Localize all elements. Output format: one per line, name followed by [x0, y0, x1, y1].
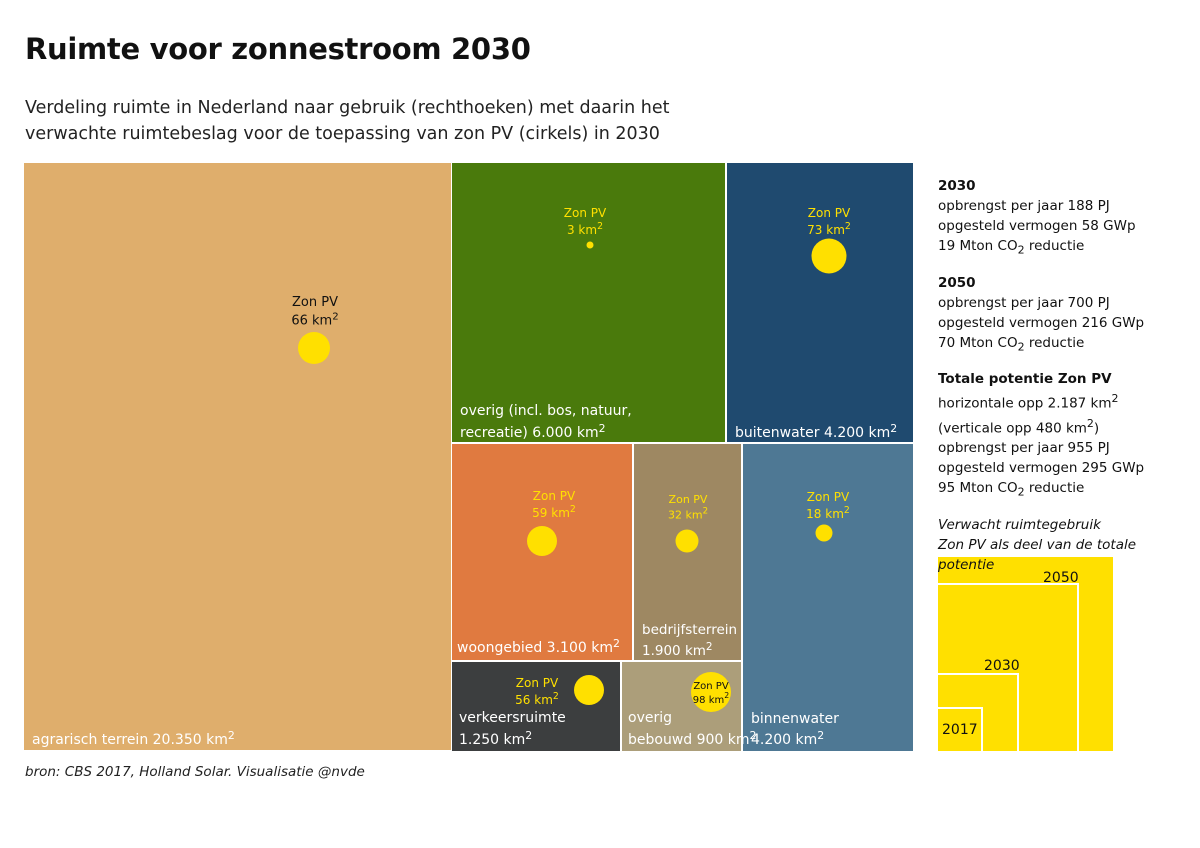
category-area: agrarisch terrein 20.350 km2 — [32, 729, 235, 748]
co2-text: 70 Mton CO — [938, 334, 1018, 351]
potential-2030-square — [938, 673, 1019, 751]
pv-value: 3 km2 — [567, 221, 603, 237]
treemap-rect-1 — [24, 163, 451, 750]
pv-label: Zon PV — [533, 489, 576, 503]
category-label: bedrijfsterrein — [642, 622, 737, 638]
block-2050-heading: 2050 — [938, 274, 976, 291]
potential-label-2050: 2050 — [1043, 570, 1079, 586]
category-label: overig — [628, 710, 672, 726]
pv-circle-6 — [815, 524, 833, 542]
pv-circle-4 — [527, 526, 557, 556]
potential-title-line-1: Verwacht ruimtegebruik — [938, 517, 1101, 534]
block-2050-capacity: opgesteld vermogen 216 GWp — [938, 314, 1145, 331]
block-2030-capacity: opgesteld vermogen 58 GWp — [938, 218, 1136, 234]
block-2050-yield: opbrengst per jaar 700 PJ — [938, 294, 1110, 311]
pv-label: Zon PV — [516, 676, 559, 690]
pv-circle-1 — [298, 332, 330, 364]
co2-text: 19 Mton CO — [938, 238, 1018, 254]
block-2030-yield: opbrengst per jaar 188 PJ — [938, 198, 1110, 214]
chart-subtitle: Verdeling ruimte in Nederland naar gebru… — [25, 95, 745, 147]
side-panel: 2030 opbrengst per jaar 188 PJ opgesteld… — [938, 176, 1188, 575]
category-area: bebouwd 900 km2 — [628, 729, 756, 748]
pv-value: 66 km2 — [291, 311, 338, 328]
block-2030: 2030 opbrengst per jaar 188 PJ opgesteld… — [938, 176, 1188, 261]
pv-value: 98 km2 — [693, 691, 729, 706]
category-area: 1.250 km2 — [459, 729, 532, 748]
horizontal-area-text: horizontale opp 2.187 km — [938, 395, 1112, 412]
treemap-rect-3 — [727, 163, 913, 442]
category-area: 4.200 km2 — [751, 729, 824, 748]
co2-suffix: reductie — [1028, 480, 1085, 497]
total-capacity: opgesteld vermogen 295 GWp — [938, 460, 1145, 477]
pv-label: Zon PV — [807, 490, 850, 504]
pv-value: 59 km2 — [532, 504, 576, 520]
category-area: woongebied 3.100 km2 — [457, 637, 620, 656]
source-note: bron: CBS 2017, Holland Solar. Visualisa… — [25, 764, 365, 780]
total-co2: 95 Mton CO2 reductie — [938, 480, 1085, 500]
pv-circle-5 — [675, 529, 699, 553]
pv-label: Zon PV — [808, 206, 851, 220]
co2-suffix: reductie — [1028, 238, 1085, 254]
co2-text: 95 Mton CO — [938, 480, 1018, 497]
pv-value: 18 km2 — [806, 505, 850, 521]
block-2030-co2: 19 Mton CO2 reductie — [938, 238, 1085, 257]
pv-circle-2 — [586, 241, 594, 249]
potential-chart-title: Verwacht ruimtegebruik Zon PV als deel v… — [938, 515, 1188, 575]
block-2030-heading: 2030 — [938, 178, 976, 194]
subtitle-line-1: Verdeling ruimte in Nederland naar gebru… — [25, 98, 670, 118]
category-area: recreatie) 6.000 km2 — [460, 422, 606, 441]
pv-value: 32 km2 — [668, 507, 708, 522]
category-area: buitenwater 4.200 km2 — [735, 422, 897, 441]
potential-title-line-3: potentie — [938, 557, 995, 574]
treemap-rect-2 — [452, 163, 725, 442]
category-label: overig (incl. bos, natuur, — [460, 403, 632, 419]
potential-total-square — [938, 557, 1113, 751]
potential-2017-square — [938, 707, 983, 751]
pv-label: Zon PV — [693, 681, 729, 692]
pv-label: Zon PV — [669, 493, 708, 506]
block-2050-co2: 70 Mton CO2 reductie — [938, 334, 1085, 354]
chart-title: Ruimte voor zonnestroom 2030 — [25, 32, 531, 66]
potential-title-line-2: Zon PV als deel van de totale — [938, 537, 1137, 554]
vertical-area-close: ) — [1093, 420, 1100, 437]
total-horizontal-area: horizontale opp 2.187 km2 — [938, 392, 1119, 412]
block-2050: 2050 opbrengst per jaar 700 PJ opgesteld… — [938, 273, 1188, 358]
category-label: binnenwater — [751, 711, 839, 727]
total-vertical-area: (verticale opp 480 km2) — [938, 416, 1100, 437]
block-total-heading: Totale potentie Zon PV — [938, 371, 1112, 388]
pv-label: Zon PV — [292, 295, 338, 310]
potential-label-2030: 2030 — [984, 658, 1020, 674]
pv-value: 56 km2 — [515, 691, 559, 707]
block-total-potential: Totale potentie Zon PV horizontale opp 2… — [938, 369, 1188, 503]
pv-circle-7 — [574, 675, 604, 705]
potential-label-2017: 2017 — [942, 722, 978, 738]
vertical-area-text: (verticale opp 480 km — [938, 420, 1087, 437]
category-label: verkeersruimte — [459, 710, 566, 726]
pv-value: 73 km2 — [807, 221, 851, 237]
co2-suffix: reductie — [1028, 334, 1085, 351]
pv-circle-3 — [811, 238, 847, 274]
subtitle-line-2: verwachte ruimtebeslag voor de toepassin… — [25, 124, 660, 144]
category-area: 1.900 km2 — [642, 641, 713, 659]
potential-2050-square — [938, 583, 1079, 751]
treemap-rect-6 — [743, 444, 913, 751]
total-yield: opbrengst per jaar 955 PJ — [938, 440, 1110, 457]
pv-label: Zon PV — [564, 206, 607, 220]
pv-circle-8 — [691, 672, 731, 712]
